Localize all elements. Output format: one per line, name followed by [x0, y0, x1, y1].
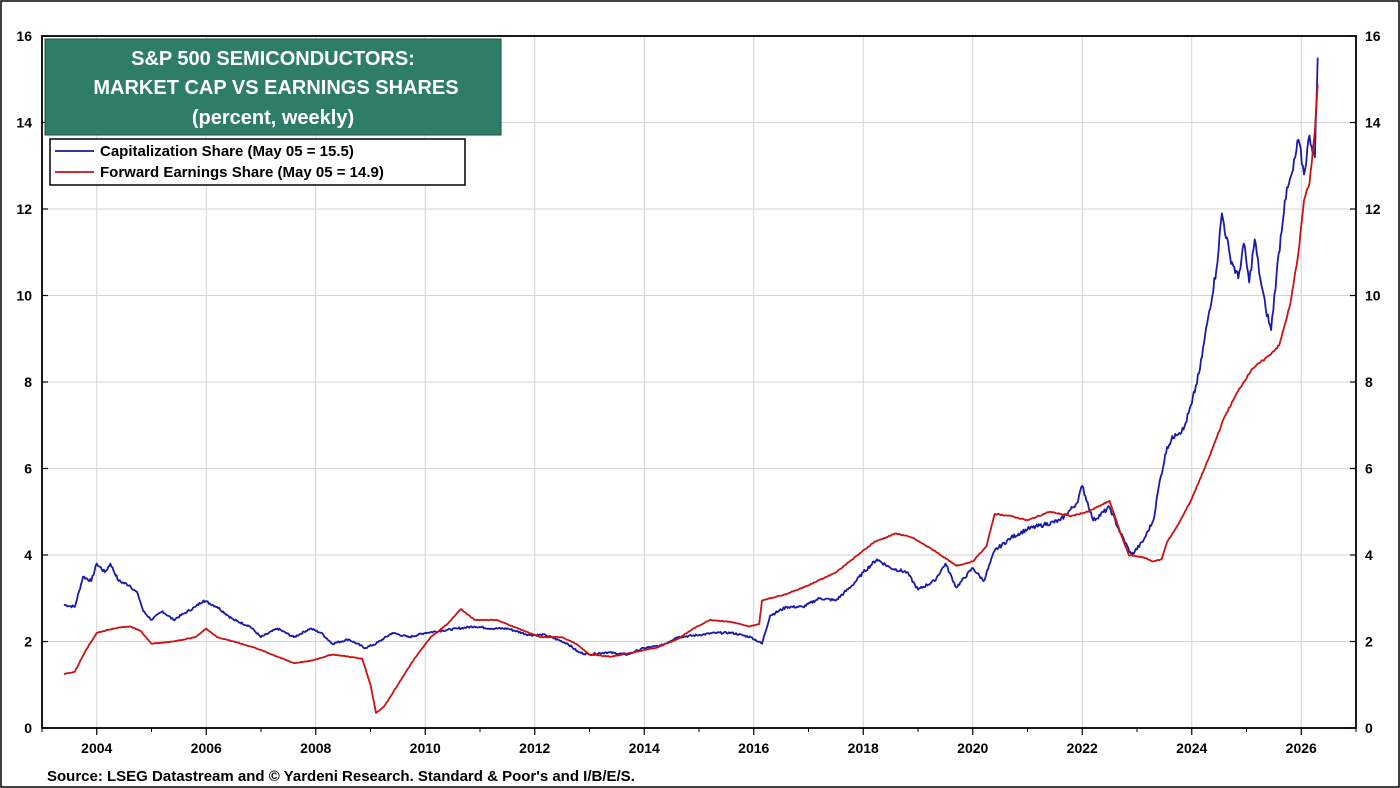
- series-line-forward-earnings-share: [63, 83, 1319, 714]
- title-line-3: (percent, weekly): [192, 107, 354, 129]
- y-tick-label-right: 6: [1365, 461, 1373, 477]
- legend-label-forward-earnings: Forward Earnings Share (May 05 = 14.9): [100, 164, 384, 181]
- series-lines: [63, 57, 1319, 714]
- y-tick-label-left: 16: [16, 28, 32, 44]
- y-tick-label-left: 14: [16, 115, 32, 131]
- x-tick-label: 2004: [81, 740, 112, 756]
- x-tick-label: 2014: [629, 740, 660, 756]
- x-tick-label: 2006: [191, 740, 222, 756]
- legend-label-capitalization: Capitalization Share (May 05 = 15.5): [100, 143, 354, 160]
- x-tick-label: 2018: [848, 740, 879, 756]
- y-tick-label-left: 12: [16, 201, 32, 217]
- y-tick-label-left: 4: [24, 547, 32, 563]
- y-tick-label-right: 10: [1365, 288, 1381, 304]
- y-tick-label-left: 6: [24, 461, 32, 477]
- title-background: [44, 38, 502, 136]
- y-tick-label-right: 4: [1365, 547, 1373, 563]
- y-tick-label-left: 2: [24, 634, 32, 650]
- x-tick-label: 2024: [1176, 740, 1207, 756]
- title-line-1: S&P 500 SEMICONDUCTORS:: [131, 48, 415, 70]
- x-tick-label: 2012: [519, 740, 550, 756]
- y-tick-label-left: 10: [16, 288, 32, 304]
- x-tick-label: 2022: [1067, 740, 1098, 756]
- y-tick-label-right: 0: [1365, 720, 1373, 736]
- y-tick-label-left: 0: [24, 720, 32, 736]
- x-tick-label: 2008: [300, 740, 331, 756]
- title-box: S&P 500 SEMICONDUCTORS: MARKET CAP VS EA…: [44, 38, 502, 136]
- y-tick-label-right: 16: [1365, 28, 1381, 44]
- source-note: Source: LSEG Datastream and © Yardeni Re…: [47, 768, 635, 785]
- title-line-2: MARKET CAP VS EARNINGS SHARES: [93, 77, 458, 99]
- legend: Capitalization Share (May 05 = 15.5) For…: [49, 138, 466, 186]
- y-tick-label-right: 2: [1365, 634, 1373, 650]
- x-tick-label: 2016: [738, 740, 769, 756]
- y-tick-label-right: 12: [1365, 201, 1381, 217]
- axes: 0 0 2 2 4 4 6 6 8 8 10 10 12 12 14 14 16 16 2004 2006 2008 20…: [16, 28, 1380, 756]
- legend-box: [49, 138, 466, 186]
- y-tick-label-right: 8: [1365, 374, 1373, 390]
- x-tick-label: 2026: [1286, 740, 1317, 756]
- y-tick-label-left: 8: [24, 374, 32, 390]
- x-tick-label: 2010: [410, 740, 441, 756]
- y-tick-label-right: 14: [1365, 115, 1381, 131]
- x-tick-label: 2020: [957, 740, 988, 756]
- series-line-capitalization-share: [63, 57, 1319, 657]
